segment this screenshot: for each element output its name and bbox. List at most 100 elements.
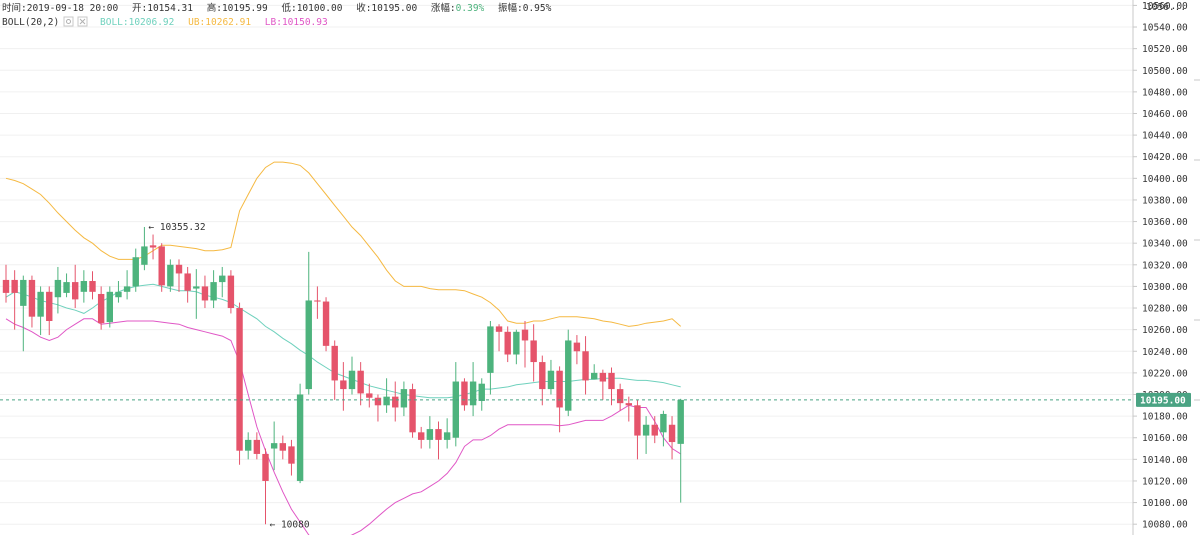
candle [539,355,546,406]
y-tick-label: 10300.00 [1142,282,1188,293]
candle [608,367,615,406]
candle-body [20,279,27,306]
candle [547,359,555,395]
candle [530,324,537,382]
candle [625,396,632,422]
candle-body [262,453,269,481]
candle-body [565,340,572,411]
candle [236,302,243,465]
candle-body [227,275,235,309]
candle-body [392,396,399,408]
candle [443,418,451,449]
open-value: 10154.31 [147,3,193,14]
boll-mid-label: BOLL:10206.92 [100,17,174,28]
candle [184,266,191,303]
candle [123,270,131,300]
candle [175,259,183,292]
candle-body [141,246,148,265]
candle-body [599,372,607,382]
close-label: 收: [356,2,371,14]
y-tick-label: 10480.00 [1142,87,1188,98]
candle-body [495,326,503,332]
high-low-annotation: ← 10080 [270,520,310,531]
candle-body [219,275,226,283]
candle [37,286,44,336]
candle [452,362,459,447]
candle [132,248,139,292]
candle [210,270,217,309]
candle-body [530,340,537,363]
candle-body [106,291,113,323]
candle [677,398,684,503]
candle-body [193,286,200,289]
candle-body [236,308,243,451]
indicator-settings-icon[interactable] [63,16,74,27]
candle-body [2,279,10,293]
candles [2,226,684,525]
candle-body [167,264,174,287]
candle-body [175,264,183,274]
candle [80,270,88,303]
ohlc-header: 时间:2019-09-18 20:00 开:10154.31 高:10195.9… [2,2,552,14]
candle [46,286,53,336]
candle-body [253,439,261,454]
y-tick-label: 10440.00 [1142,131,1188,142]
y-tick-label: 10540.00 [1142,23,1188,34]
candle-body [97,293,105,324]
y-tick-label: 10400.00 [1142,174,1188,185]
candle-body [539,362,546,390]
y-tick-label-clipped: 1056... [1146,2,1186,13]
y-tick-label: 10180.00 [1142,412,1188,423]
y-tick-label: 10120.00 [1142,476,1188,487]
y-tick-label: 10500.00 [1142,66,1188,77]
y-tick-label: 10080.00 [1142,520,1188,531]
candle [521,321,529,368]
y-tick-label: 10140.00 [1142,455,1188,466]
candle [245,432,252,460]
candle [383,378,390,413]
boll-lower-band-line [5,318,681,535]
candle [262,448,269,525]
current-price-tag-bg [1136,392,1191,407]
candle [72,264,79,309]
candle [478,378,485,411]
y-tick-label: 10340.00 [1142,239,1188,250]
candle [435,421,442,460]
candle-body [513,331,520,355]
candle [357,362,364,406]
close-value: 10195.00 [371,3,417,14]
candle-body [556,370,563,408]
candle [642,416,650,454]
candle-body [487,326,494,373]
candle [565,329,572,417]
candle [591,364,598,380]
candle-body [348,370,356,390]
candle-body [400,389,408,408]
candle-body [340,380,347,390]
candle-body [158,246,165,286]
candle [253,432,261,460]
time-label: 时间: [2,2,27,14]
change-label: 涨幅: [431,2,456,14]
y-tick-label: 10360.00 [1142,217,1188,228]
candle-body [201,286,209,301]
candle-body [374,397,382,406]
candle [418,426,425,449]
candle-body [357,370,364,394]
low-label: 低: [281,2,296,14]
candle-body [435,429,442,440]
candle [141,226,148,271]
boll-mid-value: 10206.92 [129,17,175,28]
candle [426,416,434,449]
high-value: 10195.99 [222,3,268,14]
candle-body [625,403,632,406]
candle [487,321,494,395]
candle [616,383,624,411]
indicator-close-icon[interactable] [77,16,88,27]
candle-body [426,429,434,440]
candle [270,421,278,471]
candle-body [366,393,373,398]
candle [660,410,667,447]
candle-body [443,432,451,440]
